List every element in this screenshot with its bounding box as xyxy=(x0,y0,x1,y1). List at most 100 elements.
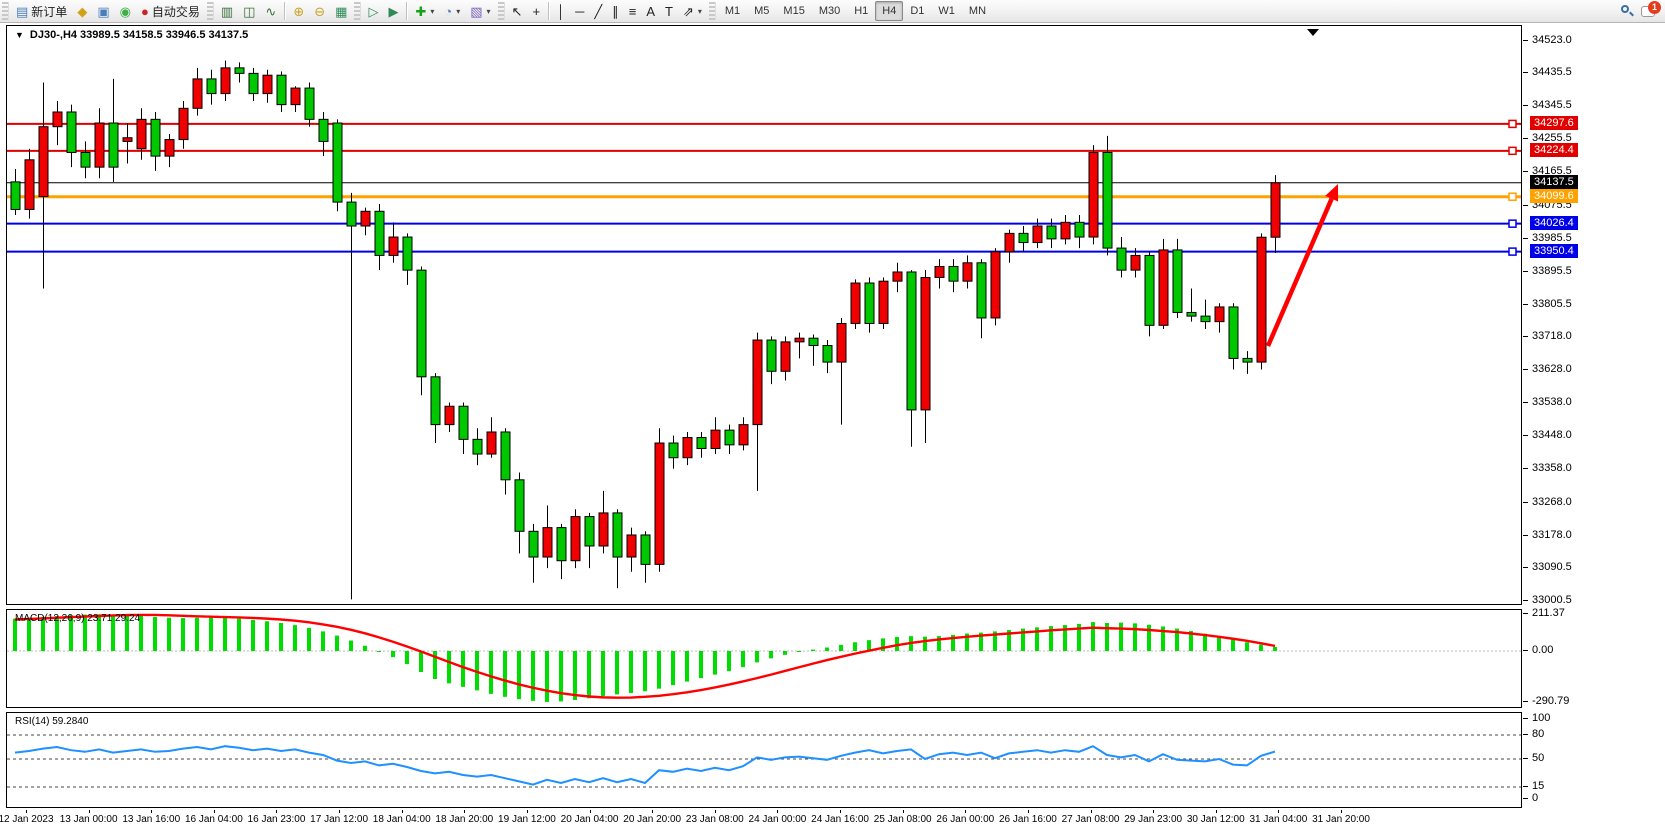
timeframe-m1-button[interactable]: M1 xyxy=(724,5,741,17)
rsi-line xyxy=(14,745,1276,786)
candle-body xyxy=(290,87,301,106)
timeframe-m30-button[interactable]: M30 xyxy=(818,5,841,17)
timeframe-mn-button[interactable]: MN xyxy=(968,5,987,17)
chart-title[interactable]: ▼ DJ30-,H4 33989.5 34158.5 33946.5 34137… xyxy=(15,29,248,41)
candle-body xyxy=(1060,221,1071,240)
candlestick-chart[interactable] xyxy=(7,26,1521,604)
timeframe-m15-button[interactable]: M15 xyxy=(783,5,805,17)
zoom-in-button[interactable]: ⊕ xyxy=(288,1,309,21)
chart-shift-button[interactable]: ▷ xyxy=(363,1,383,21)
time-tick-label: 17 Jan 12:00 xyxy=(310,814,369,825)
fibonacci-tool-button[interactable]: ≡ xyxy=(624,1,642,21)
toolbar-grip[interactable] xyxy=(708,2,716,20)
toolbar-grip[interactable] xyxy=(354,2,362,20)
timeframe-m5-button[interactable]: M5 xyxy=(754,5,770,17)
tile-windows-button[interactable]: ▦ xyxy=(330,1,352,21)
time-axis[interactable]: 12 Jan 2023 13 Jan 00:00 13 Jan 16:00 16 Ja… xyxy=(0,810,1523,832)
candle-body xyxy=(346,201,357,227)
macd-histogram-bar xyxy=(419,651,423,672)
macd-histogram-bar xyxy=(1035,627,1039,651)
candle-body xyxy=(1200,315,1211,323)
candle-body xyxy=(906,271,917,411)
crosshair-tool-button[interactable]: + xyxy=(527,1,545,21)
search-icon[interactable] xyxy=(1621,5,1634,17)
timeframe-h1-button[interactable]: H1 xyxy=(854,5,869,17)
text-label-tool-button[interactable]: T xyxy=(660,1,678,21)
toolbar-grip[interactable] xyxy=(2,2,9,20)
macd-histogram-bar xyxy=(167,617,171,651)
chevron-down-icon: ▾ xyxy=(697,6,702,16)
bar-chart-button[interactable]: ▥ xyxy=(216,1,238,21)
macd-histogram-bar xyxy=(237,618,241,651)
macd-histogram-bar xyxy=(1007,630,1011,651)
chart-shift-icon: ▷ xyxy=(368,3,379,19)
chart-title-text: DJ30-,H4 33989.5 34158.5 33946.5 34137.5 xyxy=(29,29,249,41)
axis-tick xyxy=(1523,105,1528,107)
line-handle[interactable] xyxy=(1508,247,1517,256)
timeframe-d1-button[interactable]: D1 xyxy=(910,5,925,17)
line-handle[interactable] xyxy=(1508,192,1517,201)
time-tick-label: 18 Jan 20:00 xyxy=(435,814,494,825)
auto-scroll-button[interactable]: ▶ xyxy=(383,1,403,21)
time-tick-label: 12 Jan 2023 xyxy=(0,814,54,825)
time-tick-label: 23 Jan 08:00 xyxy=(685,814,744,825)
trendline-icon: ╱ xyxy=(594,3,603,19)
market-watch-button[interactable]: ◆ xyxy=(72,1,92,21)
main-chart-panel[interactable]: ▼ DJ30-,H4 33989.5 34158.5 33946.5 34137… xyxy=(6,25,1522,605)
toolbar-grip[interactable] xyxy=(497,2,505,20)
symbol-dropdown-icon[interactable]: ▼ xyxy=(15,30,24,40)
signals-button[interactable]: ◉ xyxy=(115,1,136,21)
line-handle[interactable] xyxy=(1508,219,1517,228)
rsi-chart[interactable] xyxy=(7,713,1521,807)
chart-shift-marker[interactable] xyxy=(1307,29,1319,36)
macd-chart[interactable] xyxy=(7,610,1521,707)
timeframe-w1-button[interactable]: W1 xyxy=(938,5,955,17)
candle-body xyxy=(1046,225,1057,240)
notifications-icon[interactable]: 1 xyxy=(1641,0,1661,17)
periods-button[interactable]: ◔ ▾ xyxy=(439,1,465,21)
axis-tick xyxy=(1523,734,1528,735)
annotation-arrow[interactable] xyxy=(1265,197,1334,347)
new-order-button[interactable]: ▤ 新订单 xyxy=(11,1,72,21)
shapes-tool-button[interactable]: ⇗ ▾ xyxy=(678,1,707,21)
horizontal-line-tool-button[interactable]: ─ xyxy=(570,1,589,21)
toolbar-grip[interactable] xyxy=(206,2,214,20)
timeframe-h4-button[interactable]: H4 xyxy=(875,1,904,21)
vertical-line-tool-button[interactable]: │ xyxy=(552,1,570,21)
text-tool-button[interactable]: A xyxy=(641,1,660,21)
trendline-tool-button[interactable]: ╱ xyxy=(589,1,607,21)
macd-panel[interactable]: MACD(12,26,9) 23.71 29.24 xyxy=(6,609,1522,708)
macd-histogram-bar xyxy=(503,651,507,697)
auto-trading-button[interactable]: ● 自动交易 xyxy=(136,1,205,21)
candle-body xyxy=(1256,236,1267,363)
zoom-out-button[interactable]: ⊖ xyxy=(309,1,330,21)
price-axis[interactable]: 34523.0 34435.5 34345.5 34255.5 34165.5 34075… xyxy=(1523,25,1663,808)
indicators-button[interactable]: ✚ ▾ xyxy=(410,1,439,21)
macd-histogram-bar xyxy=(69,615,73,651)
cursor-tool-button[interactable]: ↖ xyxy=(507,1,528,21)
price-line-badge: 34297.6 xyxy=(1530,115,1578,130)
templates-button[interactable]: ▧ ▾ xyxy=(465,1,495,21)
macd-histogram-bar xyxy=(559,651,563,702)
line-chart-button[interactable]: ∿ xyxy=(260,1,281,21)
macd-histogram-bar xyxy=(195,617,199,651)
macd-histogram-bar xyxy=(41,616,45,651)
new-chart-button[interactable]: ▣ xyxy=(92,1,114,21)
macd-histogram-bar xyxy=(573,651,577,700)
macd-histogram-bar xyxy=(755,651,759,663)
price-tick-label: 34435.5 xyxy=(1532,66,1572,79)
macd-histogram-bar xyxy=(951,634,955,651)
axis-tick xyxy=(1523,501,1528,503)
candle-body xyxy=(752,339,763,426)
line-handle[interactable] xyxy=(1508,119,1517,129)
candle-body xyxy=(486,431,497,455)
candlestick-icon: ◫ xyxy=(243,3,256,19)
time-tick xyxy=(276,810,278,813)
channel-tool-button[interactable]: ∥ xyxy=(607,1,624,21)
price-tick-label: 33538.0 xyxy=(1532,396,1572,409)
candlestick-button[interactable]: ◫ xyxy=(238,1,260,21)
candle-body xyxy=(542,527,553,558)
candle-body xyxy=(304,87,315,120)
line-handle[interactable] xyxy=(1508,146,1517,156)
rsi-panel[interactable]: RSI(14) 59.2840 xyxy=(6,712,1522,808)
